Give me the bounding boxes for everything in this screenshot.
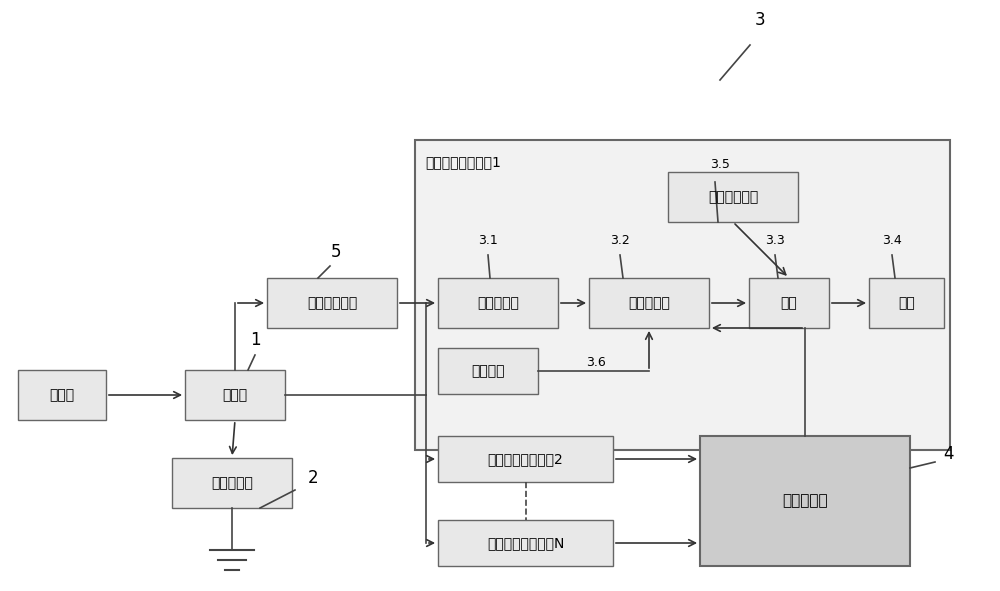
- Text: 3.6: 3.6: [586, 356, 606, 369]
- Text: 5: 5: [331, 243, 341, 261]
- Bar: [438, 436, 613, 482]
- Text: 智能风机控制系统1: 智能风机控制系统1: [425, 155, 501, 169]
- Text: 交流电: 交流电: [49, 388, 75, 402]
- Bar: [749, 278, 829, 328]
- Text: 风机: 风机: [898, 296, 915, 310]
- Text: 温度报警装置: 温度报警装置: [307, 296, 357, 310]
- Bar: [267, 278, 397, 328]
- Bar: [869, 278, 944, 328]
- Text: 3.4: 3.4: [882, 233, 902, 246]
- Bar: [438, 520, 613, 566]
- Text: 1: 1: [250, 331, 260, 349]
- Text: 3.3: 3.3: [765, 233, 785, 246]
- Text: 备用插座: 备用插座: [471, 364, 505, 378]
- Text: 电路控制箱: 电路控制箱: [782, 493, 828, 508]
- Bar: [185, 370, 285, 420]
- Text: 3.2: 3.2: [610, 233, 630, 246]
- Bar: [700, 436, 910, 566]
- Text: 交流接触器: 交流接触器: [628, 296, 670, 310]
- Bar: [438, 278, 558, 328]
- Text: 3.1: 3.1: [478, 233, 498, 246]
- Text: 总开关: 总开关: [222, 388, 248, 402]
- Bar: [172, 458, 292, 508]
- Bar: [438, 348, 538, 394]
- Text: 3: 3: [755, 11, 765, 29]
- Text: 插座: 插座: [781, 296, 797, 310]
- Text: 3.5: 3.5: [710, 158, 730, 171]
- Bar: [18, 370, 106, 420]
- Text: 断电报警装置: 断电报警装置: [708, 190, 758, 204]
- Text: 过载保护器: 过载保护器: [477, 296, 519, 310]
- Bar: [589, 278, 709, 328]
- Text: 浪涌保护器: 浪涌保护器: [211, 476, 253, 490]
- Text: 智能风机控制系统N: 智能风机控制系统N: [487, 536, 564, 550]
- Text: 智能风机控制系统2: 智能风机控制系统2: [488, 452, 563, 466]
- Bar: [415, 140, 950, 450]
- Text: 2: 2: [308, 469, 318, 487]
- Text: 4: 4: [943, 445, 953, 463]
- Bar: [668, 172, 798, 222]
